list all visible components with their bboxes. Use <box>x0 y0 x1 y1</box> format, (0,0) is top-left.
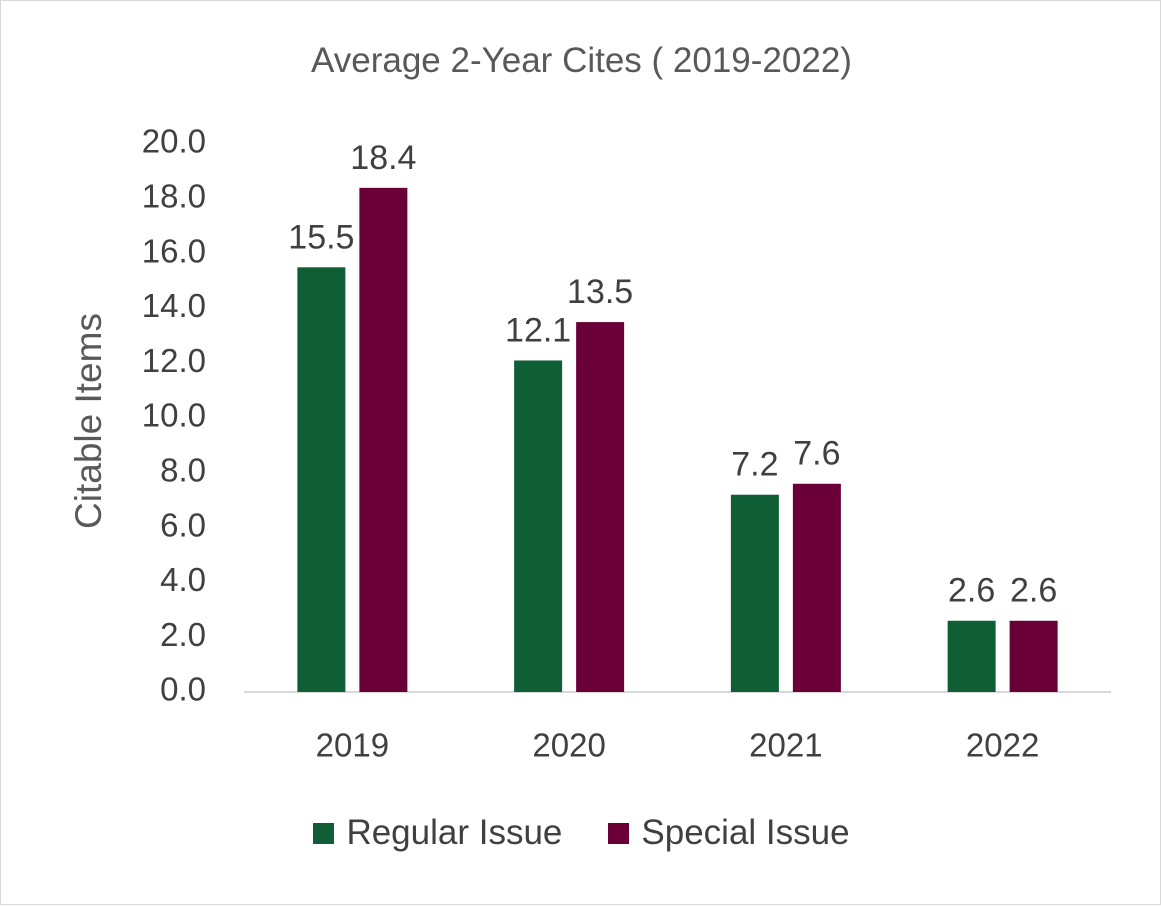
legend-label-regular-issue: Regular Issue <box>346 813 563 852</box>
x-tick-label: 2020 <box>532 727 605 764</box>
data-label: 13.5 <box>567 273 633 311</box>
legend-label-special-issue: Special Issue <box>641 813 850 852</box>
data-label: 18.4 <box>350 139 416 177</box>
data-label: 15.5 <box>288 218 354 256</box>
y-tick-label: 10.0 <box>142 397 206 434</box>
y-tick-label: 12.0 <box>142 342 206 379</box>
data-label: 7.2 <box>731 446 778 484</box>
data-label: 12.1 <box>505 311 571 349</box>
legend-item-special-issue: Special Issue <box>608 813 850 853</box>
legend-item-regular-issue: Regular Issue <box>313 813 562 853</box>
legend-swatch-regular-issue <box>313 822 335 844</box>
x-tick-label: 2019 <box>316 727 389 764</box>
x-tick-label: 2022 <box>966 727 1039 764</box>
y-tick-label: 18.0 <box>142 178 206 215</box>
y-tick-label: 16.0 <box>142 232 206 269</box>
data-label: 2.6 <box>948 572 995 610</box>
bar-special-issue <box>576 322 625 692</box>
data-label: 2.6 <box>1010 572 1057 610</box>
bar-regular-issue <box>514 360 563 692</box>
data-label: 7.6 <box>793 435 840 473</box>
bar-regular-issue <box>947 620 996 692</box>
y-tick-label: 20.0 <box>142 123 206 160</box>
chart-title: Average 2-Year Cites ( 2019-2022) <box>311 41 852 80</box>
y-tick-label: 14.0 <box>142 287 206 324</box>
y-tick-label: 8.0 <box>160 452 206 489</box>
legend-swatch-special-issue <box>608 822 630 844</box>
bar-regular-issue <box>730 494 779 692</box>
bar-special-issue <box>1009 620 1058 692</box>
y-tick-label: 0.0 <box>160 671 206 708</box>
y-tick-label: 6.0 <box>160 506 206 543</box>
y-tick-label: 4.0 <box>160 561 206 598</box>
bar-regular-issue <box>297 267 346 692</box>
x-tick-label: 2021 <box>749 727 822 764</box>
y-tick-label: 2.0 <box>160 616 206 653</box>
bar-special-issue <box>359 187 408 692</box>
legend: Regular Issue Special Issue <box>1 813 1161 853</box>
bar-special-issue <box>792 483 841 692</box>
